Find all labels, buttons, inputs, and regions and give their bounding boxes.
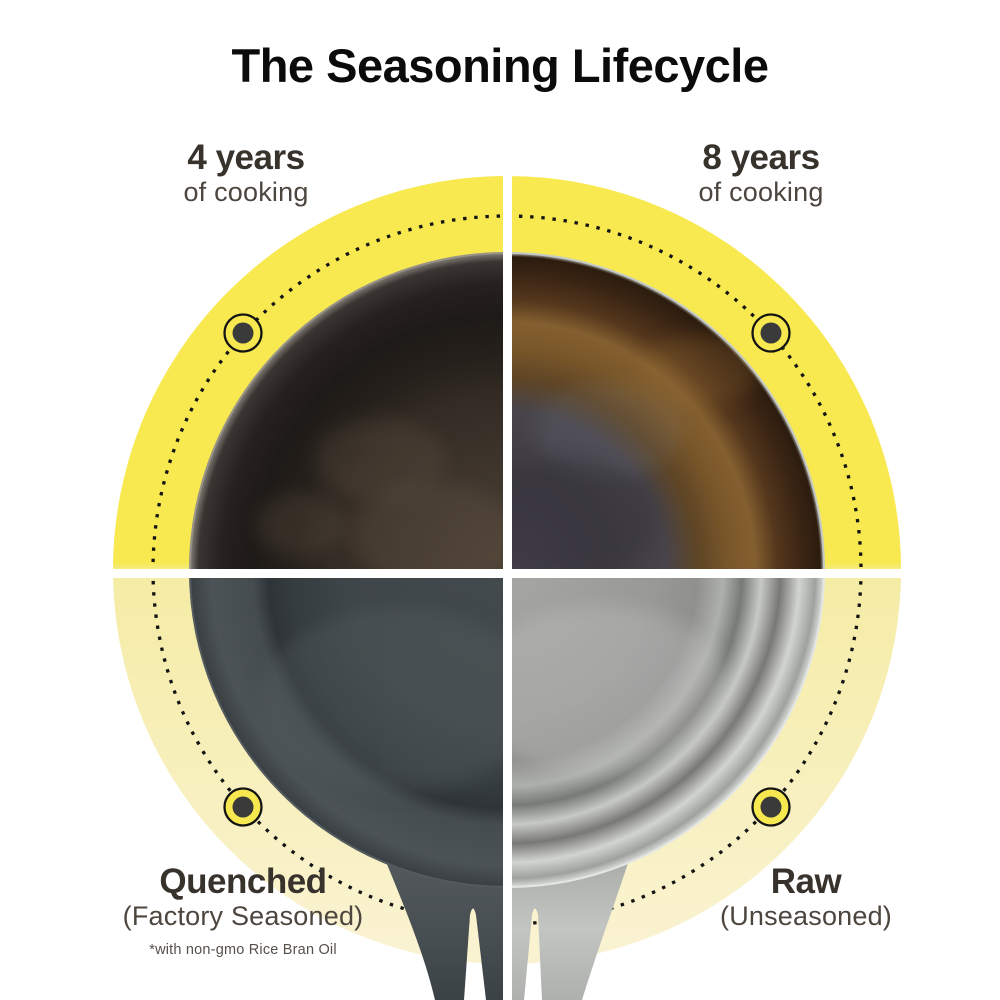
marker-dot-icon [232,796,254,818]
stage-label-four-years: 4 years of cooking [183,140,308,208]
stage-title: Raw [770,862,842,901]
stage-marker-quenched [223,787,263,827]
stage-subtitle: (Unseasoned) [720,901,892,931]
quenched-rim-highlight [189,569,508,888]
raw-rim-highlight [506,569,825,888]
vertical-divider [503,172,512,1000]
stage-subtitle: of cooking [183,177,309,207]
stage-footnote: *with non-gmo Rice Bran Oil [149,942,337,959]
marker-dot-icon [760,322,782,344]
marker-dot-icon [760,796,782,818]
stage-marker-four-years [223,313,263,353]
stage-title: 8 years [702,138,820,177]
raw-texture [507,605,730,775]
horizontal-divider [109,569,905,578]
four-years-texture [255,418,507,570]
stage-subtitle: of cooking [698,177,824,207]
quenched-texture [260,608,507,792]
stage-subtitle: (Factory Seasoned) [122,901,364,931]
stage-label-quenched: Quenched (Factory Seasoned) *with non-gm… [123,864,364,958]
stage-label-eight-years: 8 years of cooking [698,140,823,208]
four-years-rim-highlight [189,252,508,571]
stage-label-raw: Raw (Unseasoned) [720,864,892,932]
page-title: The Seasoning Lifecycle [231,39,769,92]
marker-dot-icon [232,322,254,344]
eight-years-rim-highlight [506,252,825,571]
stage-title: 4 years [187,138,305,177]
stage-marker-eight-years [751,313,791,353]
stage-title: Quenched [159,862,327,901]
eight-years-texture [507,335,760,570]
stage-marker-raw [751,787,791,827]
